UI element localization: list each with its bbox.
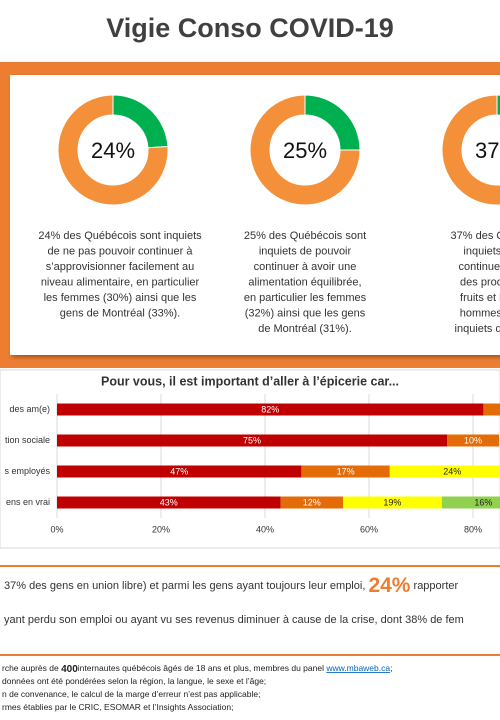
donut-segment xyxy=(441,94,500,206)
donut-caption: alimentation équilibrée, xyxy=(248,276,361,288)
footer-link[interactable]: www.mbaweb.ca xyxy=(325,663,390,673)
donut-caption: inquiets de pouvoir xyxy=(259,245,352,257)
bar-segment xyxy=(57,465,302,478)
bar-segment xyxy=(57,434,447,447)
x-tick-label: 0% xyxy=(50,524,63,534)
donut-label: 37% xyxy=(475,138,500,163)
bar-label: 47% xyxy=(170,466,188,476)
bar-panel xyxy=(0,369,500,549)
note-text: yant perdu son emploi ou ayant vu ses re… xyxy=(4,614,464,626)
bar-segment xyxy=(483,403,500,416)
footer-text: rmes établies par le CRIC, ESOMAR et l’I… xyxy=(2,702,233,712)
bar-segment xyxy=(57,403,484,416)
x-tick-label: 60% xyxy=(360,524,378,534)
bar-segment xyxy=(301,465,390,478)
donut-caption: en particulier les femmes xyxy=(244,292,367,304)
donut-label: 24% xyxy=(91,138,135,163)
donut-caption: 24% des Québécois sont inquiets xyxy=(38,230,202,242)
donut-caption: (32%) ainsi que les gens xyxy=(245,307,366,319)
bar-label: 16% xyxy=(474,497,492,507)
donut-caption: des produits xyxy=(460,276,500,288)
donut-caption: de Montréal (31%). xyxy=(258,323,352,335)
bar-label: 17% xyxy=(337,466,355,476)
note-line: 37% des gens en union libre) et parmi le… xyxy=(4,574,458,597)
donut-caption: s’approvisionner facilement au xyxy=(46,261,195,273)
chart-title: Pour vous, il est important d’aller à l’… xyxy=(101,374,399,388)
footer-text: ; xyxy=(390,663,392,673)
x-tick-label: 20% xyxy=(152,524,170,534)
footer-bold: 400 xyxy=(61,664,78,675)
page-title: Vigie Conso COVID-19 xyxy=(106,13,394,43)
bar-segment xyxy=(280,496,343,509)
note-text: rapporter xyxy=(410,580,458,592)
y-tick-label: s employés xyxy=(4,466,50,476)
donut-caption: continuer à c xyxy=(459,261,500,273)
donut-caption: inquiets de xyxy=(463,245,500,257)
footer-line: n de convenance, le calcul de la marge d… xyxy=(2,689,260,699)
donut-caption: de ne pas pouvoir continuer à xyxy=(48,245,194,257)
footer-line: données ont été pondérées selon la régio… xyxy=(2,676,266,686)
footer-line: rche auprès de 400internautes québécois … xyxy=(2,663,392,674)
note-line: yant perdu son emploi ou ayant vu ses re… xyxy=(4,614,464,626)
bar-label: 75% xyxy=(243,435,261,445)
bar-segment xyxy=(343,496,442,509)
bar-label: 10% xyxy=(464,435,482,445)
note-text: 37% des gens en union libre) et parmi le… xyxy=(4,580,368,592)
donut-segment xyxy=(249,94,361,206)
donut-caption: gens de Montréal (33%). xyxy=(60,307,180,319)
bar-segment xyxy=(389,465,500,478)
footer-text: n de convenance, le calcul de la marge d… xyxy=(2,689,260,699)
bar-label: 43% xyxy=(160,497,178,507)
donut-caption: continuer à avoir une xyxy=(254,261,357,273)
donut-segment xyxy=(496,94,500,116)
footer-text: données ont été pondérées selon la régio… xyxy=(2,676,266,686)
donut-caption: niveau alimentaire, en particulier xyxy=(41,276,200,288)
footer-line: rmes établies par le CRIC, ESOMAR et l’I… xyxy=(2,702,233,712)
bar-label: 82% xyxy=(261,404,279,414)
footer-text: rche auprès de xyxy=(2,663,61,673)
bar-label: 12% xyxy=(303,497,321,507)
donut-caption: inquiets que le xyxy=(455,323,500,335)
bar-segment xyxy=(441,496,500,509)
donut-caption: fruits et légu xyxy=(460,292,500,304)
donut-caption: 25% des Québécois sont xyxy=(244,230,366,242)
donut-label: 25% xyxy=(283,138,327,163)
footer-text: internautes québécois âgés de 18 ans et … xyxy=(78,663,327,673)
bar-label: 24% xyxy=(443,466,461,476)
y-tick-label: des am(e) xyxy=(9,404,50,414)
x-tick-label: 80% xyxy=(464,524,482,534)
note-highlight: 24% xyxy=(368,574,410,597)
bar-segment xyxy=(57,496,281,509)
x-tick-label: 40% xyxy=(256,524,274,534)
y-tick-label: ens en vrai xyxy=(6,497,50,507)
y-tick-label: tion sociale xyxy=(5,435,50,445)
donut-caption: 37% des Québé xyxy=(451,230,500,242)
bar-label: 19% xyxy=(383,497,401,507)
donut-segment xyxy=(57,94,169,206)
donut-caption: hommes éta xyxy=(460,307,500,319)
bar-segment xyxy=(447,434,499,447)
donut-caption: les femmes (30%) ainsi que les xyxy=(44,292,197,304)
